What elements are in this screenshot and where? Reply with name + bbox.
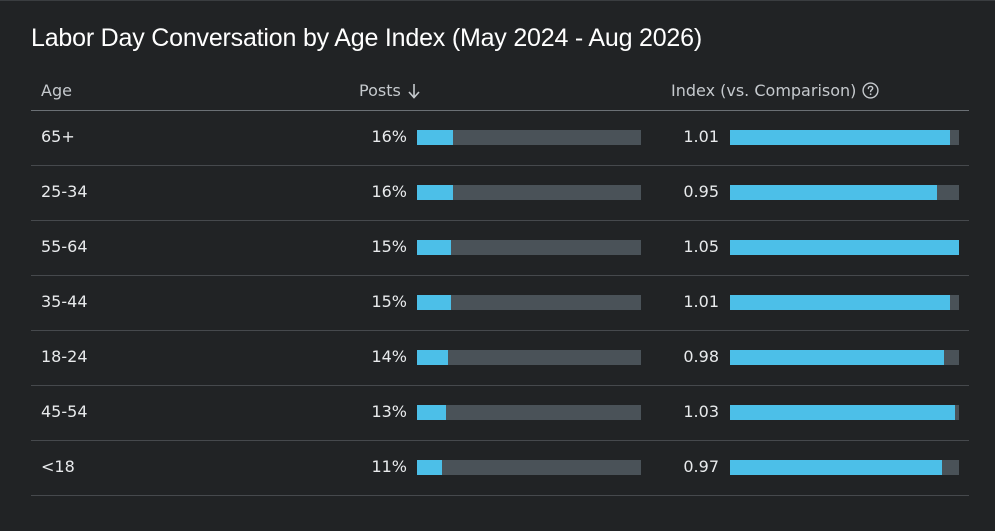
column-header-posts[interactable]: Posts [359,81,420,100]
index-bar-fill [730,185,938,200]
age-label: 45-54 [41,402,88,421]
posts-bar-track [417,185,641,200]
arrow-down-icon[interactable] [408,83,420,99]
column-header-index-label: Index (vs. Comparison) [671,81,857,100]
table-row: 25-34 16% 0.95 [31,166,969,221]
table-row: 18-24 14% 0.98 [31,331,969,386]
index-bar-fill [730,130,951,145]
index-bar-track [730,295,959,310]
panel-title: Labor Day Conversation by Age Index (May… [31,24,702,52]
index-bar-fill [730,295,951,310]
table-row: 45-54 13% 1.03 [31,386,969,441]
table-row: <18 11% 0.97 [31,441,969,496]
index-value: 1.01 [683,127,719,146]
posts-value: 15% [371,292,407,311]
posts-bar-fill [417,405,447,420]
index-bar-fill [730,405,955,420]
posts-bar-fill [417,130,453,145]
posts-bar-fill [417,350,449,365]
age-label: <18 [41,457,75,476]
index-value: 1.05 [683,237,719,256]
posts-value: 14% [371,347,407,366]
table-row: 65+ 16% 1.01 [31,111,969,166]
posts-value: 11% [371,457,407,476]
index-bar-fill [730,460,942,475]
table-row: 35-44 15% 1.01 [31,276,969,331]
posts-bar-track [417,295,641,310]
posts-value: 15% [371,237,407,256]
index-value: 0.97 [683,457,719,476]
posts-bar-track [417,350,641,365]
posts-bar-fill [417,185,453,200]
index-value: 0.98 [683,347,719,366]
posts-value: 16% [371,182,407,201]
table-row: 55-64 15% 1.05 [31,221,969,276]
age-label: 65+ [41,127,75,146]
index-value: 0.95 [683,182,719,201]
index-bar-track [730,185,959,200]
posts-bar-fill [417,460,442,475]
index-bar-track [730,405,959,420]
index-bar-track [730,460,959,475]
table-header: Age Posts Index (vs. Comparison) [31,72,969,111]
question-circle-icon[interactable] [862,82,879,99]
table-body: 65+ 16% 1.01 25-34 16% 0.95 55-64 15% 1.05 35-44 1… [31,111,969,496]
posts-bar-fill [417,295,451,310]
column-header-posts-label: Posts [359,81,401,100]
posts-value: 13% [371,402,407,421]
panel-top-border [0,0,995,1]
index-bar-track [730,240,959,255]
posts-bar-track [417,130,641,145]
age-label: 35-44 [41,292,88,311]
posts-bar-track [417,240,641,255]
index-bar-track [730,130,959,145]
index-bar-fill [730,240,959,255]
index-value: 1.03 [683,402,719,421]
column-header-index[interactable]: Index (vs. Comparison) [671,81,879,100]
column-header-age-label: Age [41,81,72,100]
posts-bar-fill [417,240,451,255]
age-label: 55-64 [41,237,88,256]
posts-bar-track [417,460,641,475]
age-index-table: Age Posts Index (vs. Comparison) 65+ 16% 1… [31,72,969,496]
index-bar-fill [730,350,944,365]
age-label: 18-24 [41,347,88,366]
age-label: 25-34 [41,182,88,201]
index-value: 1.01 [683,292,719,311]
posts-value: 16% [371,127,407,146]
posts-bar-track [417,405,641,420]
index-bar-track [730,350,959,365]
column-header-age[interactable]: Age [41,81,72,100]
